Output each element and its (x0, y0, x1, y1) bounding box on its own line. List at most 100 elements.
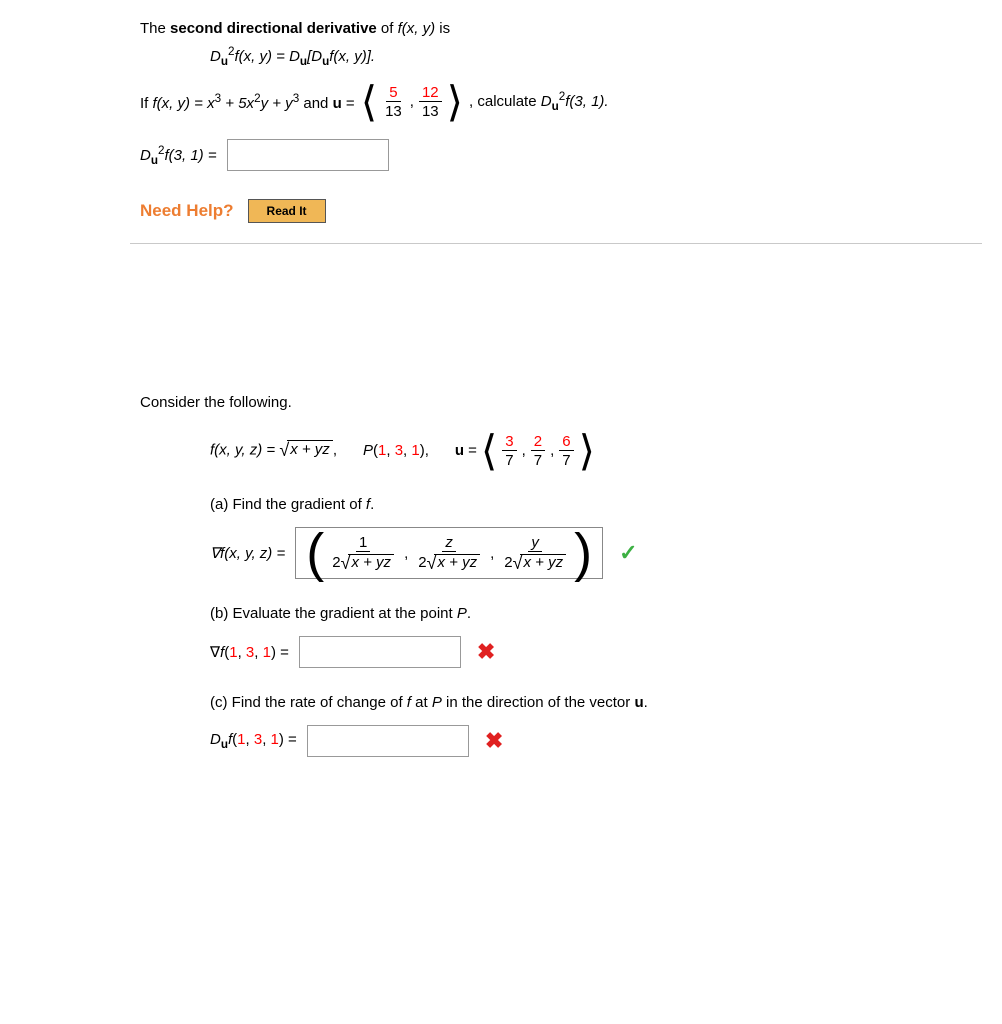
plus5x: + 5x (221, 95, 254, 112)
angle-right: ⟩ (447, 89, 463, 114)
p2c-answer-row: Duf(1, 3, 1) = ✖ (210, 725, 962, 757)
text: (c) Find the rate of change of (210, 694, 407, 711)
p2b-answer-input[interactable] (299, 636, 461, 668)
period: . (467, 605, 471, 622)
angle-right: ⟩ (579, 438, 595, 463)
and: and (299, 95, 332, 112)
p2b-question: (b) Evaluate the gradient at the point P… (210, 605, 962, 622)
divider (130, 243, 982, 244)
comma: , (522, 442, 526, 459)
p2c-answer-input[interactable] (307, 725, 469, 757)
y-plus-y: y + y (261, 95, 293, 112)
den: 2√x + yz (501, 552, 569, 572)
2: 2 (504, 554, 512, 571)
p2a-answer-row: ∇f(x, y, z) = ( 1 2√x + yz , z 2√x + yz (210, 527, 962, 579)
answer-lhs: Du2f(3, 1) = (140, 144, 217, 167)
D: D (140, 147, 151, 164)
p2c-question: (c) Find the rate of change of f at P in… (210, 694, 962, 711)
p-z: 1 (411, 442, 419, 459)
den: 7 (559, 451, 573, 468)
p1-answer-row: Du2f(3, 1) = (140, 139, 962, 171)
text: , calculate (469, 93, 541, 110)
comp-3: y 2√x + yz (501, 534, 569, 572)
f-def: f(x, y, z) = √ x + yz , (210, 440, 337, 461)
fxy-eq-x: f(x, y) = x (153, 95, 215, 112)
D: D (541, 93, 552, 110)
P: P (363, 442, 373, 459)
p1-intro: The second directional derivative of f(x… (140, 20, 962, 37)
den: 2√x + yz (415, 552, 483, 572)
paren-right: ) (574, 537, 592, 569)
u-subscript: u (221, 55, 228, 68)
p2b-answer-row: ∇f(1, 3, 1) = ✖ (210, 636, 962, 668)
eq: = (468, 442, 477, 459)
num: 5 (386, 84, 400, 102)
text: The (140, 20, 170, 37)
sqrt-body: x + yz (434, 554, 480, 570)
num: 6 (559, 433, 573, 451)
read-it-button[interactable]: Read It (248, 199, 326, 223)
comma: , (333, 441, 337, 458)
num: 2 (531, 433, 545, 451)
D: D (210, 731, 221, 748)
if-f-def: If f(x, y) = x3 + 5x2y + y3 and u = (140, 92, 355, 112)
fxy-eq-D: f(x, y) = D (235, 48, 300, 65)
vector-body: 1 2√x + yz , z 2√x + yz , y 2√x + yz (324, 534, 574, 572)
p2a-answer-box[interactable]: ( 1 2√x + yz , z 2√x + yz , y (295, 527, 603, 579)
duf-lhs: Duf(1, 3, 1) = (210, 731, 297, 751)
frac-12-13: 12 13 (419, 84, 442, 119)
num: z (442, 534, 456, 552)
vector-body: 5 13 , 12 13 (377, 84, 447, 119)
sqrt-body: x + yz (348, 554, 394, 570)
f31-eq: f(3, 1) = (165, 147, 217, 164)
p2-consider: Consider the following. (140, 394, 962, 411)
den: 7 (531, 451, 545, 468)
calc-prompt: , calculate Du2f(3, 1). (469, 90, 609, 113)
u-vector: ⟨ 3 7 , 2 7 , 6 7 ⟩ (481, 433, 595, 468)
P: P (432, 694, 442, 711)
period: . (644, 694, 648, 711)
x-icon: ✖ (485, 728, 503, 754)
text: of (377, 20, 398, 37)
point-P: P(1, 3, 1), (363, 442, 429, 459)
text: (b) Evaluate the gradient at the point (210, 605, 457, 622)
p1-formula: Du2f(x, y) = Du[Duf(x, y)]. (210, 45, 962, 68)
p2a-question: (a) Find the gradient of f. (210, 496, 962, 513)
text: If (140, 95, 153, 112)
u: u (333, 95, 342, 112)
comp-1: 1 2√x + yz (329, 534, 397, 572)
vector-body: 3 7 , 2 7 , 6 7 (497, 433, 578, 468)
u-sub: u (221, 738, 228, 751)
frac-5-13: 5 13 (382, 84, 405, 119)
angle-left: ⟨ (361, 89, 377, 114)
f-lhs: f(x, y, z) = (210, 441, 279, 458)
term-second-dir-deriv: second directional derivative (170, 20, 377, 37)
D: D (210, 48, 221, 65)
bracket-D: [D (307, 48, 322, 65)
num: 12 (419, 84, 442, 102)
f31: f(3, 1). (565, 93, 608, 110)
text: is (435, 20, 450, 37)
2: 2 (418, 554, 426, 571)
p1-answer-input[interactable] (227, 139, 389, 171)
period: . (370, 496, 374, 513)
text: (a) Find the gradient of (210, 496, 366, 513)
comp-2: z 2√x + yz (415, 534, 483, 572)
sqrt-body: x + yz (520, 554, 566, 570)
p-y: 3 (395, 442, 403, 459)
den: 7 (502, 451, 516, 468)
sqrt-body: x + yz (287, 440, 333, 458)
u-vector: ⟨ 5 13 , 12 13 ⟩ (361, 84, 463, 119)
u: u (455, 442, 464, 459)
frac-2-7: 2 7 (531, 433, 545, 468)
sqrt-x-plus-yz: √ x + yz (279, 440, 333, 461)
comma: , (490, 545, 494, 562)
sqrt: √x + yz (341, 554, 395, 572)
check-icon: ✓ (619, 540, 637, 566)
u-sub: u (552, 100, 559, 113)
eq: = (342, 95, 355, 112)
den: 2√x + yz (329, 552, 397, 572)
den: 13 (419, 102, 442, 119)
u: u (634, 694, 643, 711)
den: 13 (382, 102, 405, 119)
